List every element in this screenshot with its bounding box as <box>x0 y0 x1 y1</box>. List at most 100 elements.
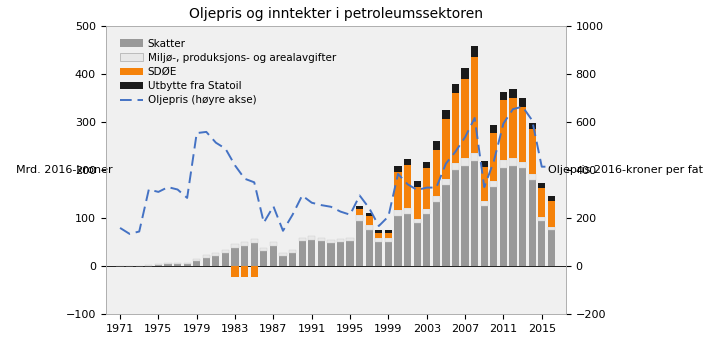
Bar <box>490 181 497 187</box>
Bar <box>414 219 421 223</box>
Bar <box>366 225 373 230</box>
Bar <box>461 79 469 158</box>
Bar <box>538 221 545 266</box>
Bar <box>538 188 545 217</box>
Bar <box>366 213 373 216</box>
Bar <box>490 187 497 266</box>
Bar <box>461 68 469 79</box>
Bar <box>328 240 335 243</box>
Bar <box>510 98 517 158</box>
Bar <box>155 265 162 266</box>
Bar <box>510 158 517 165</box>
Bar <box>346 238 354 241</box>
Bar <box>375 242 382 266</box>
Bar <box>241 266 248 277</box>
Bar <box>356 215 363 221</box>
Bar <box>433 150 440 196</box>
Bar <box>471 161 478 266</box>
Bar <box>184 263 191 264</box>
Bar <box>404 208 411 213</box>
Bar <box>433 196 440 202</box>
Bar <box>452 84 459 93</box>
Bar <box>481 201 488 206</box>
Bar <box>222 253 229 266</box>
Bar <box>193 261 200 266</box>
Bar <box>538 217 545 221</box>
Bar <box>395 216 401 266</box>
Bar <box>375 230 382 233</box>
Bar <box>366 230 373 266</box>
Bar <box>337 242 344 266</box>
Bar <box>251 239 258 243</box>
Bar <box>519 168 526 266</box>
Bar <box>356 206 363 209</box>
Bar <box>346 241 354 266</box>
Text: Mrd. 2016-kroner: Mrd. 2016-kroner <box>16 165 113 175</box>
Bar <box>519 98 526 107</box>
Bar <box>375 238 382 242</box>
Bar <box>356 221 363 266</box>
Bar <box>500 100 507 160</box>
Bar <box>270 242 277 246</box>
Bar <box>375 233 382 238</box>
Bar <box>500 160 507 168</box>
Bar <box>260 248 268 251</box>
Bar <box>385 242 392 266</box>
Bar <box>548 230 555 266</box>
Bar <box>385 233 392 238</box>
Bar <box>490 133 497 181</box>
Bar <box>442 110 450 119</box>
Bar <box>471 46 478 57</box>
Bar <box>481 206 488 266</box>
Bar <box>423 213 430 266</box>
Bar <box>500 168 507 266</box>
Bar <box>519 162 526 168</box>
Bar <box>510 89 517 98</box>
Bar <box>414 187 421 219</box>
Bar <box>299 241 306 266</box>
Bar <box>174 264 181 266</box>
Bar <box>155 264 162 265</box>
Bar <box>270 246 277 266</box>
Bar <box>231 244 239 248</box>
Bar <box>260 251 268 266</box>
Bar <box>510 165 517 266</box>
Bar <box>241 246 248 266</box>
Bar <box>548 196 555 201</box>
Bar <box>308 236 315 240</box>
Bar <box>404 159 411 165</box>
Bar <box>481 161 488 167</box>
Bar <box>471 153 478 161</box>
Bar <box>395 166 401 172</box>
Bar <box>308 240 315 266</box>
Legend: Skatter, Miljø-, produksjons- og arealavgifter, SDØE, Utbytte fra Statoil, Oljep: Skatter, Miljø-, produksjons- og arealav… <box>116 34 341 109</box>
Bar <box>529 180 536 266</box>
Bar <box>548 201 555 227</box>
Bar <box>241 242 248 246</box>
Bar <box>356 209 363 215</box>
Title: Oljepris og inntekter i petroleumssektoren: Oljepris og inntekter i petroleumssektor… <box>189 7 483 21</box>
Bar <box>442 185 450 266</box>
Bar <box>231 248 239 266</box>
Bar <box>202 255 210 258</box>
Bar <box>529 129 536 174</box>
Bar <box>442 119 450 179</box>
Bar <box>385 238 392 242</box>
Bar <box>452 163 459 170</box>
Bar <box>174 263 181 264</box>
Bar <box>433 202 440 266</box>
Bar <box>337 239 344 242</box>
Bar <box>414 181 421 187</box>
Bar <box>395 172 401 210</box>
Bar <box>442 179 450 185</box>
Bar <box>423 162 430 168</box>
Bar <box>289 250 296 253</box>
Bar <box>385 230 392 233</box>
Bar <box>395 210 401 216</box>
Bar <box>289 253 296 266</box>
Bar <box>317 241 325 266</box>
Bar <box>299 238 306 241</box>
Bar <box>328 243 335 266</box>
Bar <box>251 243 258 266</box>
Bar <box>404 213 411 266</box>
